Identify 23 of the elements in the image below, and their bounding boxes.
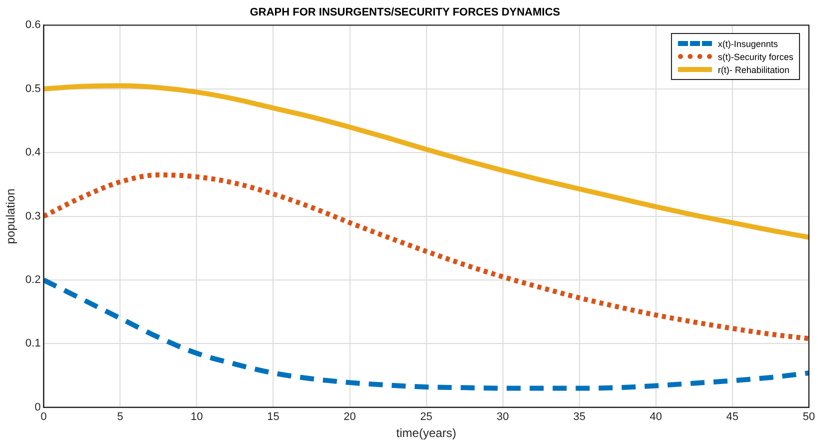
x-axis-title: time(years) (396, 426, 456, 440)
legend-label: s(t)-Security forces (718, 52, 794, 62)
legend-label: x(t)-Insugennts (718, 38, 778, 49)
y-tick-label: 0.5 (25, 82, 41, 95)
x-tick-label: 25 (420, 411, 432, 424)
x-tick-label: 40 (650, 411, 662, 424)
x-tick-label: 30 (496, 411, 509, 424)
x-tick-label: 20 (344, 411, 356, 424)
y-tick-label: 0.6 (25, 19, 41, 32)
x-tick-label: 35 (573, 411, 586, 424)
y-tick-label: 0.3 (25, 210, 41, 222)
x-tick-label: 5 (117, 411, 124, 424)
x-tick-label: 50 (802, 411, 816, 424)
y-tick-label: 0.2 (25, 274, 41, 286)
y-tick-label: 0 (34, 401, 41, 414)
y-axis-title: population (4, 188, 18, 244)
x-tick-label: 15 (267, 411, 280, 424)
legend-label: r(t)- Rehabilitation (718, 64, 790, 75)
y-tick-label: 0.4 (25, 146, 41, 159)
x-tick-label: 45 (726, 411, 738, 424)
chart-title: GRAPH FOR INSURGENTS/SECURITY FORCES DYNAMICS (250, 6, 560, 19)
x-tick-label: 10 (190, 411, 203, 424)
y-tick-label: 0.1 (25, 338, 41, 350)
